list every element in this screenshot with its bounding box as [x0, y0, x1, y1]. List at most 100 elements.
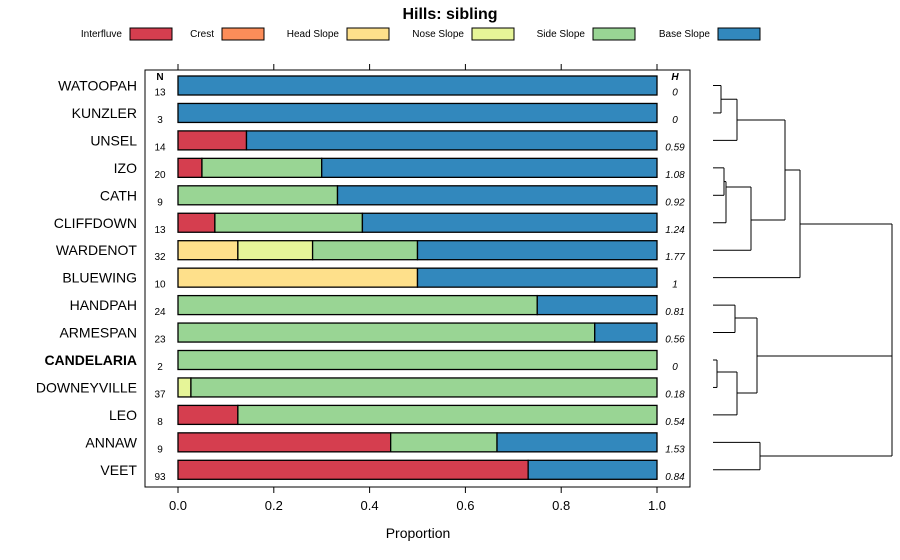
bar-segment-armespan-base-slope [594, 322, 658, 343]
bar-segment-armespan-side-slope [177, 322, 596, 343]
row-label-kunzler: KUNZLER [72, 105, 137, 121]
legend-swatch-head-slope [346, 27, 390, 41]
bar-segment-kunzler-base-slope [177, 102, 658, 124]
row-label-izo: IZO [114, 160, 137, 176]
n-value-veet: 93 [154, 472, 166, 483]
bar-segment-leo-interfluve [177, 404, 239, 426]
bar-segment-wardenot-base-slope [416, 240, 658, 261]
x-axis: 0.0 0.2 0.4 0.6 0.8 1.0 [169, 64, 666, 513]
bar-segment-handpah-base-slope [536, 294, 658, 316]
n-value-armespan: 23 [154, 335, 166, 346]
bar-segment-bluewing-head-slope [177, 267, 419, 288]
bar-segment-veet-base-slope [527, 459, 658, 480]
h-value-unsel: 0.59 [665, 142, 685, 153]
n-value-watoopah: 13 [154, 88, 166, 99]
x-tick-label-0: 0.0 [169, 498, 187, 513]
x-tick-label-1: 0.2 [265, 498, 283, 513]
n-value-leo: 8 [157, 417, 163, 428]
bar-segment-annaw-interfluve [177, 432, 392, 453]
n-value-kunzler: 3 [157, 115, 163, 126]
h-value-izo: 1.08 [665, 170, 685, 181]
legend-label-base-slope: Base Slope [659, 29, 711, 40]
bar-segment-unsel-base-slope [245, 130, 658, 151]
row-label-annaw: ANNAW [85, 434, 137, 450]
legend-swatch-nose-slope [471, 27, 515, 41]
h-value-wardenot: 1.77 [665, 252, 685, 263]
bar-segment-bluewing-base-slope [416, 267, 658, 288]
dendrogram [713, 85, 893, 471]
h-header: H [671, 72, 679, 83]
bar-segment-handpah-side-slope [177, 294, 538, 316]
row-label-wardenot: WARDENOT [56, 242, 138, 258]
bar-segment-wardenot-nose-slope [237, 240, 314, 261]
row-label-bluewing: BLUEWING [62, 270, 137, 286]
n-value-izo: 20 [154, 170, 166, 181]
n-value-annaw: 9 [157, 444, 163, 455]
bar-segment-cath-side-slope [177, 185, 339, 206]
bar-segment-leo-side-slope [237, 404, 658, 426]
h-value-veet: 0.84 [665, 472, 685, 483]
bar-segment-cath-base-slope [336, 185, 658, 206]
h-value-bluewing: 1 [672, 280, 678, 291]
row-label-watoopah: WATOOPAH [58, 78, 137, 94]
bar-segment-veet-interfluve [177, 459, 529, 480]
plot-frame [144, 69, 691, 488]
bar-segment-watoopah-base-slope [177, 75, 658, 96]
bar-segment-candelaria-side-slope [177, 349, 658, 371]
h-value-watoopah: 0 [672, 88, 678, 99]
legend-label-head-slope: Head Slope [287, 29, 340, 40]
row-label-downeyville: DOWNEYVILLE [36, 379, 137, 395]
h-value-cath: 0.92 [665, 197, 685, 208]
bar-segment-cliffdown-interfluve [177, 212, 216, 233]
bar-segment-downeyville-side-slope [190, 377, 658, 398]
x-tick-label-2: 0.4 [361, 498, 379, 513]
bar-segment-annaw-side-slope [390, 432, 498, 453]
n-value-bluewing: 10 [154, 280, 166, 291]
n-value-candelaria: 2 [157, 362, 163, 373]
row-label-cliffdown: CLIFFDOWN [54, 215, 137, 231]
h-value-annaw: 1.53 [665, 444, 685, 455]
bar-segment-downeyville-nose-slope [177, 377, 192, 398]
legend-label-side-slope: Side Slope [537, 29, 586, 40]
n-value-wardenot: 32 [154, 252, 166, 263]
row-label-unsel: UNSEL [90, 132, 137, 148]
row-label-veet: VEET [100, 462, 137, 478]
n-value-cliffdown: 13 [154, 225, 166, 236]
row-label-cath: CATH [100, 187, 137, 203]
legend-swatch-interfluve [129, 27, 173, 41]
bar-segment-wardenot-side-slope [311, 240, 419, 261]
legend-swatch-base-slope [717, 27, 761, 41]
bar-segment-izo-side-slope [201, 157, 323, 179]
bar-segment-wardenot-head-slope [177, 240, 239, 261]
row-label-leo: LEO [109, 407, 137, 423]
x-tick-label-5: 1.0 [648, 498, 666, 513]
h-value-handpah: 0.81 [665, 307, 684, 318]
legend-swatch-crest [221, 27, 265, 41]
bar-segment-izo-base-slope [321, 157, 658, 179]
bar-segment-annaw-base-slope [496, 432, 658, 453]
bar-segment-izo-interfluve [177, 157, 203, 179]
legend: Interfluve Crest Head Slope Nose Slope Side … [81, 27, 761, 41]
h-value-armespan: 0.56 [665, 335, 685, 346]
x-tick-label-3: 0.6 [456, 498, 474, 513]
n-header: N [156, 72, 163, 83]
legend-swatch-side-slope [592, 27, 636, 41]
bar-segment-cliffdown-base-slope [361, 212, 658, 233]
h-value-downeyville: 0.18 [665, 389, 685, 400]
legend-label-interfluve: Interfluve [81, 29, 123, 40]
legend-label-nose-slope: Nose Slope [412, 29, 464, 40]
chart-title: Hills: sibling [402, 6, 497, 23]
n-value-downeyville: 37 [154, 389, 166, 400]
x-tick-label-4: 0.8 [552, 498, 570, 513]
legend-label-crest: Crest [190, 29, 214, 40]
h-value-cliffdown: 1.24 [665, 225, 685, 236]
h-value-candelaria: 0 [672, 362, 678, 373]
n-value-unsel: 14 [154, 142, 166, 153]
n-value-handpah: 24 [154, 307, 166, 318]
row-label-handpah: HANDPAH [70, 297, 137, 313]
h-value-kunzler: 0 [672, 115, 678, 126]
row-label-armespan: ARMESPAN [59, 325, 137, 341]
h-value-leo: 0.54 [665, 417, 685, 428]
